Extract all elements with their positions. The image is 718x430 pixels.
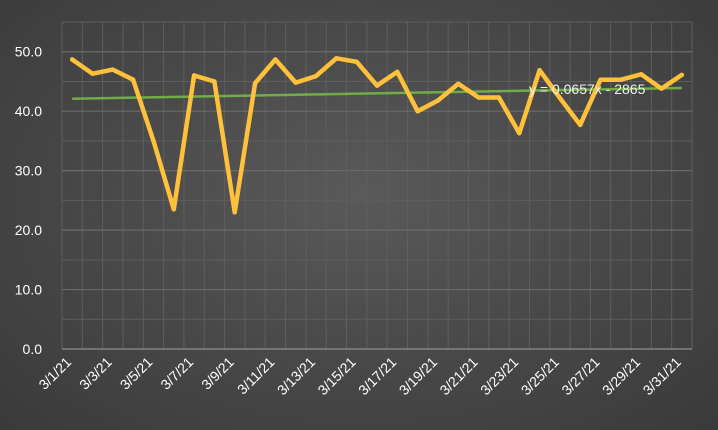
- y-tick-label: 0.0: [23, 341, 43, 357]
- series-point: [557, 95, 563, 101]
- y-tick-label: 10.0: [15, 282, 42, 298]
- x-tick-label: 3/13/21: [274, 354, 318, 398]
- series-point: [395, 69, 400, 75]
- series-point: [293, 80, 298, 85]
- series-point: [374, 83, 380, 88]
- x-tick-label: 3/17/21: [355, 354, 399, 398]
- series-point: [191, 73, 197, 78]
- x-tick-label: 3/7/21: [157, 354, 196, 393]
- series-point: [496, 95, 502, 100]
- series-point: [252, 81, 258, 86]
- x-tick-label: 3/3/21: [76, 354, 115, 393]
- series-point: [151, 138, 156, 144]
- series-point: [638, 72, 644, 77]
- x-tick-label: 3/21/21: [436, 354, 480, 398]
- series-point: [130, 77, 136, 82]
- x-tick-label: 3/11/21: [234, 354, 278, 398]
- series-point: [334, 56, 339, 61]
- x-tick-label: 3/27/21: [558, 354, 602, 398]
- trendline-equation: y = 0.0657x - 2865: [529, 81, 646, 97]
- series-point: [435, 98, 441, 103]
- x-tick-label: 3/29/21: [599, 354, 643, 398]
- series-point: [171, 207, 176, 212]
- x-tick-label: 3/25/21: [518, 354, 562, 398]
- series-point: [232, 210, 237, 215]
- series-point: [537, 67, 542, 73]
- x-tick-label: 3/31/21: [640, 354, 684, 398]
- series-point: [415, 108, 420, 114]
- series-point: [354, 59, 359, 65]
- series-point: [212, 79, 217, 84]
- y-tick-label: 20.0: [15, 222, 42, 238]
- x-tick-label: 3/1/21: [35, 354, 74, 393]
- x-tick-label: 3/23/21: [477, 354, 521, 398]
- series-point: [90, 71, 95, 76]
- series-point: [679, 72, 685, 78]
- x-tick-label: 3/19/21: [396, 354, 440, 398]
- series-point: [110, 67, 116, 72]
- series-point: [618, 77, 624, 82]
- series-point: [517, 130, 522, 136]
- x-tick-label: 3/15/21: [314, 354, 358, 398]
- x-tick-label: 3/9/21: [198, 354, 237, 393]
- series-point: [273, 57, 278, 62]
- trendline: [72, 86, 682, 100]
- series-point: [476, 95, 481, 100]
- x-tick-label: 3/5/21: [117, 354, 156, 393]
- y-tick-label: 40.0: [15, 103, 42, 119]
- series-point: [578, 122, 583, 128]
- series-point: [659, 86, 664, 91]
- series-point: [69, 57, 75, 62]
- series-point: [598, 77, 603, 82]
- y-tick-label: 50.0: [15, 44, 42, 60]
- series-point: [313, 73, 319, 79]
- y-tick-label: 30.0: [15, 163, 42, 179]
- series-point: [456, 81, 461, 87]
